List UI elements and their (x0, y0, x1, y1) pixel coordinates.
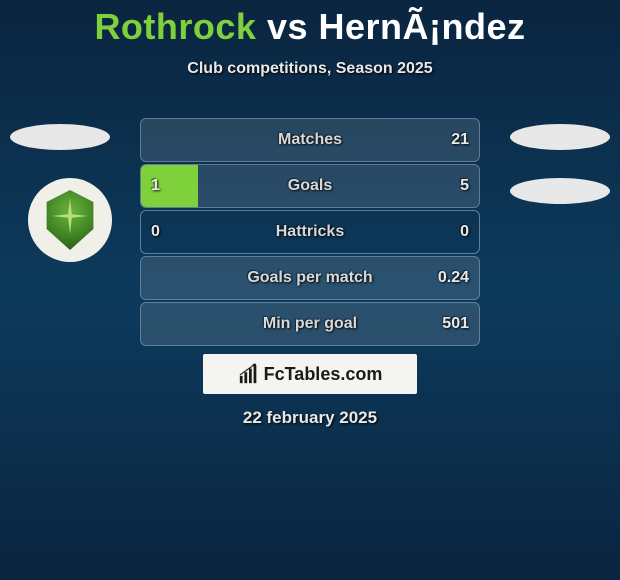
stat-right-value: 0.24 (438, 269, 469, 287)
player1-club-crest (28, 178, 112, 262)
vs-text: vs (267, 6, 308, 47)
player1-name: Rothrock (94, 6, 256, 47)
brand-text: FcTables.com (264, 364, 383, 385)
stat-row: 1Goals5 (140, 164, 480, 208)
player2-club-placeholder (510, 178, 610, 204)
stat-label: Goals (141, 177, 479, 195)
stat-row: Goals per match0.24 (140, 256, 480, 300)
stat-right-value: 5 (460, 177, 469, 195)
stat-right-value: 0 (460, 223, 469, 241)
stats-container: Matches211Goals50Hattricks0Goals per mat… (140, 118, 480, 348)
player2-flag-placeholder (510, 124, 610, 150)
stat-label: Matches (141, 131, 479, 149)
stat-label: Min per goal (141, 315, 479, 333)
player2-name: HernÃ¡ndez (319, 6, 526, 47)
player1-flag-placeholder (10, 124, 110, 150)
stat-row: Min per goal501 (140, 302, 480, 346)
stat-label: Goals per match (141, 269, 479, 287)
comparison-title: Rothrock vs HernÃ¡ndez (0, 0, 620, 48)
bar-chart-icon (238, 363, 260, 385)
stat-row: Matches21 (140, 118, 480, 162)
stat-row: 0Hattricks0 (140, 210, 480, 254)
fctables-brand: FcTables.com (203, 354, 417, 394)
date-text: 22 february 2025 (0, 408, 620, 428)
stat-right-value: 501 (442, 315, 469, 333)
club-crest-shield (44, 190, 96, 250)
stat-label: Hattricks (141, 223, 479, 241)
stat-right-value: 21 (451, 131, 469, 149)
club-crest-emblem (52, 198, 88, 234)
subtitle: Club competitions, Season 2025 (0, 60, 620, 78)
